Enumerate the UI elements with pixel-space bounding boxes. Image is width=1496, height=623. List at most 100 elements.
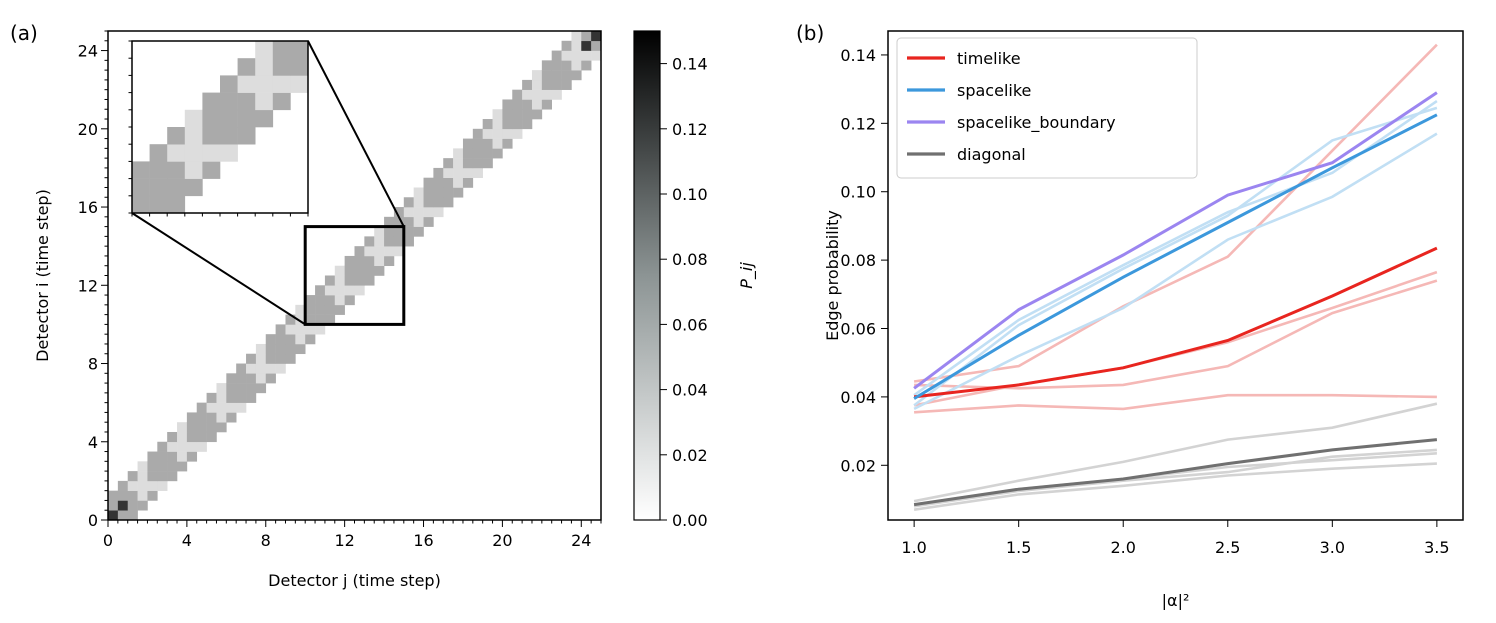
heatmap-cell	[374, 246, 385, 257]
heatmap-cell	[551, 60, 562, 71]
heatmap-cell	[433, 177, 444, 188]
heatmap-cell	[137, 480, 148, 491]
y-tick-label: 4	[88, 433, 98, 452]
colorbar-tick-label: 0.12	[672, 120, 708, 139]
heatmap-cell	[196, 422, 207, 433]
heatmap-cell	[255, 343, 267, 355]
x-tick-label: 2.5	[1215, 538, 1240, 557]
heatmap-cell	[275, 343, 286, 355]
heatmap-cell	[443, 158, 454, 169]
heatmap-cell	[147, 480, 158, 491]
heatmap-cell	[512, 99, 523, 110]
x-tick-label: 4	[182, 531, 192, 550]
heatmap-cell	[216, 402, 227, 413]
heatmap-cell	[472, 167, 483, 178]
y-tick-label: 0.08	[840, 251, 876, 270]
heatmap-cell	[305, 324, 316, 335]
heatmap-cell	[216, 422, 227, 433]
x-tick-label: 2.0	[1111, 538, 1136, 557]
heatmap-cell	[453, 167, 464, 178]
heatmap-cell	[453, 158, 464, 169]
heatmap-cell	[255, 373, 267, 384]
heatmap-cell	[226, 402, 237, 413]
heatmap-cell	[305, 295, 316, 306]
heatmap-cell	[571, 31, 582, 42]
heatmap-cell	[137, 490, 148, 501]
heatmap-cell	[246, 392, 257, 403]
colorbar: 0.00 0.02 0.04 0.06 0.08 0.10 0.12 0.14 P_ij	[633, 30, 757, 530]
faint-series-line	[914, 279, 1438, 390]
heatmap-cell	[433, 197, 444, 208]
inset-cell	[272, 75, 291, 93]
heatmap-cell	[127, 500, 138, 511]
heatmap-cell	[482, 148, 493, 159]
heatmap-cell	[462, 177, 474, 188]
heatmap-cell	[344, 265, 355, 276]
heatmap-cell	[472, 128, 483, 139]
heatmap-cell	[403, 207, 414, 218]
heatmap-cell	[324, 295, 336, 306]
heatmap-cell	[393, 236, 405, 247]
inset-cell	[290, 58, 309, 76]
y-tick-label: 0.04	[840, 388, 876, 407]
heatmap-cell	[246, 363, 257, 374]
heatmap-cell	[541, 60, 552, 71]
colorbar-tick-label: 0.10	[672, 185, 708, 204]
heatmap-cells	[108, 31, 602, 521]
inset-cell	[220, 92, 238, 111]
heatmap-cell	[512, 109, 523, 120]
y-tick-label: 12	[78, 276, 98, 295]
colorbar-tick-label: 0.14	[672, 55, 708, 74]
inset-cell	[184, 178, 203, 197]
heatmap-cell	[167, 441, 178, 452]
heatmap-cell	[403, 226, 414, 237]
heatmap-cell	[196, 431, 207, 443]
inset-cell	[255, 41, 274, 59]
heatmap-cell	[502, 138, 513, 149]
heatmap-cell	[571, 50, 582, 61]
heatmap-cell	[462, 167, 474, 178]
heatmap-cell	[186, 412, 198, 423]
heatmap-cell	[177, 461, 188, 472]
y-tick-label: 0.14	[840, 46, 876, 65]
legend-entry: diagonal	[957, 145, 1026, 164]
inset-cell	[132, 178, 150, 197]
heatmap-cell	[324, 275, 336, 286]
inset-cell	[237, 109, 256, 128]
heatmap-cell	[581, 31, 592, 42]
heatmap-cell	[502, 109, 513, 120]
heatmap-cell	[344, 255, 355, 267]
heatmap-cell	[108, 500, 119, 511]
heatmap-cell	[413, 197, 424, 208]
heatmap-cell	[482, 119, 493, 130]
heatmap-cell	[502, 99, 513, 110]
inset-cell	[255, 109, 274, 128]
heatmap-cell	[364, 275, 375, 286]
heatmap-cell	[561, 40, 572, 51]
heatmap-cell	[423, 177, 434, 188]
series-line	[913, 438, 1438, 507]
y-tick-label: 20	[78, 120, 98, 139]
inset-cell	[237, 127, 256, 145]
heatmap-panel: 0 4 8 12 16 20 24 0 4 8 12 16 20 24 Detector j (time s…	[33, 30, 602, 590]
heatmap-cell	[334, 285, 345, 296]
line-chart-frame	[887, 30, 1464, 521]
heatmap-cell	[334, 304, 345, 315]
inset-cell	[237, 75, 256, 93]
inset-cell	[184, 109, 203, 128]
heatmap-cell	[453, 148, 464, 159]
heatmap-cell	[157, 451, 168, 462]
heatmap-cell	[354, 275, 365, 286]
heatmap-cell	[364, 265, 375, 276]
heatmap-cell	[541, 89, 552, 100]
inset-cell	[202, 144, 221, 162]
heatmap-cell	[147, 490, 158, 501]
heatmap-cell	[531, 109, 543, 120]
inset-cell	[167, 178, 186, 197]
y-tick-label: 24	[78, 42, 98, 61]
y-axis-label: Detector i (time step)	[33, 189, 52, 362]
heatmap-cell	[512, 89, 523, 100]
heatmap-cell	[117, 510, 129, 521]
heatmap-cell	[462, 158, 474, 169]
heatmap-cell	[364, 255, 375, 267]
